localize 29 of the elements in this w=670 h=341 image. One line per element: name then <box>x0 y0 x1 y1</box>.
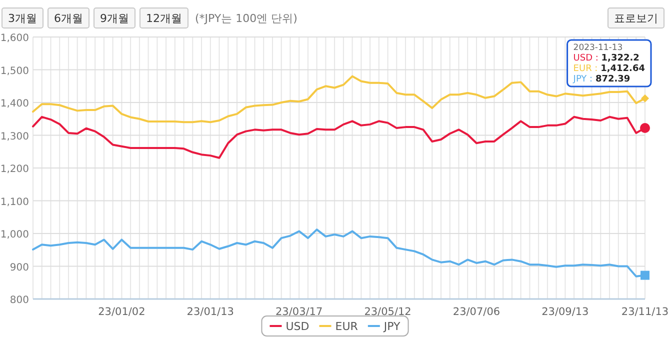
text: 3개월 <box>8 12 37 25</box>
y-tick-label: 1,500 <box>0 66 29 77</box>
x-tick-label: 23/05/12 <box>364 306 412 318</box>
text: 6개월 <box>54 12 83 25</box>
y-tick-label: 1,400 <box>0 98 29 110</box>
y-tick-label: 900 <box>10 262 29 274</box>
text: 12개월 <box>146 12 182 25</box>
y-tick-label: 1,300 <box>0 131 29 142</box>
x-tick-label: 23/11/13 <box>621 306 669 318</box>
chart-subtitle: (*JPY는 100엔 단위) <box>195 12 298 25</box>
annotation: EUR : 1,412.64 <box>573 64 645 74</box>
x-tick-label: 23/07/06 <box>452 306 500 318</box>
legend-label: JPY <box>382 320 401 333</box>
y-tick-label: 1,200 <box>0 164 29 175</box>
legend-label: EUR <box>335 320 358 333</box>
x-tick-label: 23/03/17 <box>276 306 323 318</box>
x-tick-label: 23/01/13 <box>186 306 234 318</box>
annotation: JPY : 872.39 <box>572 74 630 84</box>
legend-label: USD <box>286 320 310 333</box>
text: 9개월 <box>100 12 129 25</box>
annotation: 2023-11-13 <box>573 43 623 53</box>
y-tick-label: 1,600 <box>0 33 29 44</box>
annotation: USD : 1,322.2 <box>573 54 640 64</box>
y-tick-label: 1,000 <box>0 230 29 240</box>
y-tick-label: 1,100 <box>0 196 29 208</box>
x-tick-label: 23/09/13 <box>542 306 589 318</box>
x-tick-label: 23/01/02 <box>98 306 146 318</box>
y-tick-label: 800 <box>10 295 29 306</box>
text: 표로보기 <box>614 12 658 25</box>
